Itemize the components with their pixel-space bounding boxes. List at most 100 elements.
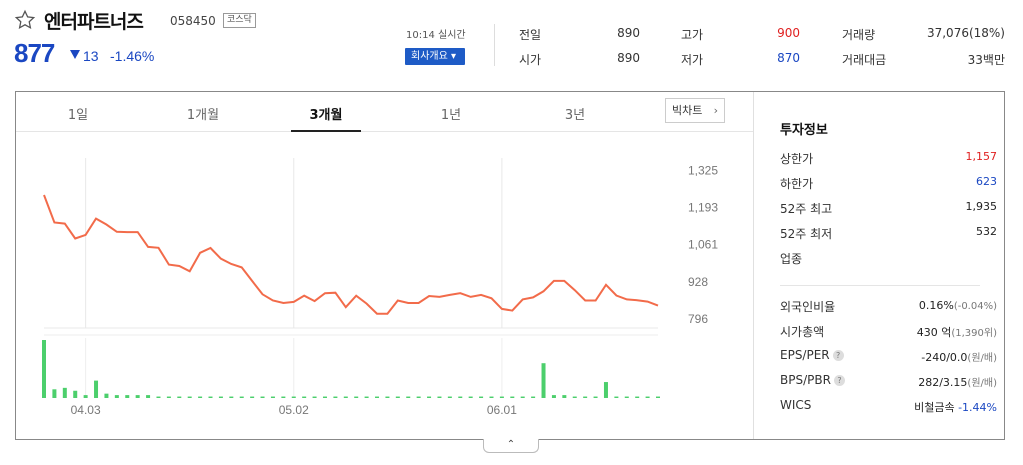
volume-bar (125, 395, 130, 398)
volume-bar (73, 390, 78, 398)
bps-pbr-unit: (원/배) (967, 378, 997, 389)
volume-bar (114, 395, 119, 398)
tab-1month[interactable]: 1개월 (186, 108, 220, 123)
open-label: 시가 (519, 53, 542, 67)
prev-close-value: 890 (617, 26, 640, 40)
market-badge: 코스닥 (223, 13, 256, 28)
volume-bar (229, 396, 234, 398)
volume-bar (406, 396, 411, 398)
volume-bar (489, 396, 494, 398)
marketcap-label: 시가총액 (780, 325, 825, 339)
marketcap: 430 억 (916, 326, 952, 339)
volume-bar (94, 380, 99, 398)
volume-bar (62, 387, 67, 398)
volume-bar (260, 396, 265, 398)
divider (780, 285, 980, 286)
lower-limit-label: 하한가 (780, 177, 814, 191)
volume-bar (83, 395, 88, 398)
volume-bar (541, 363, 546, 398)
volume-bar (624, 396, 629, 398)
volume-bar (499, 396, 504, 398)
volume-bar (395, 396, 400, 398)
low-label: 저가 (681, 53, 704, 67)
stock-code: 058450 (170, 14, 216, 28)
favorite-star-icon[interactable] (14, 9, 36, 31)
chevron-up-icon: ⌃ (506, 439, 516, 450)
y-tick-label: 1,061 (688, 238, 718, 252)
price-line (43, 194, 659, 315)
volume-bar (177, 396, 182, 398)
volume-bar (645, 396, 650, 398)
industry-label: 업종 (780, 252, 803, 266)
volume-bar (218, 396, 223, 398)
wics-industry[interactable]: 비철금속 (914, 401, 955, 414)
volume-bar (562, 395, 567, 398)
volume-bar (354, 396, 359, 398)
volume-bar (135, 395, 140, 398)
company-overview-button[interactable]: 회사개요 ▾ (405, 48, 465, 65)
high-label: 고가 (681, 28, 704, 42)
prev-close-label: 전일 (519, 28, 542, 42)
price-change-rate: -1.46% (110, 48, 155, 64)
volume-bar (281, 396, 286, 398)
eps-per-text: EPS/PER (780, 348, 830, 362)
volume-bar (447, 396, 452, 398)
tab-1year[interactable]: 1년 (440, 108, 462, 123)
volume-bar (603, 382, 608, 398)
volume-bar (104, 393, 109, 398)
current-price: 877 (14, 38, 55, 68)
volume-bar (187, 396, 192, 398)
realtime-label: 10:14 실시간 (406, 30, 466, 41)
high52-label: 52주 최고 (780, 202, 833, 216)
low-value: 870 (777, 51, 800, 65)
y-tick-label: 1,325 (688, 164, 718, 178)
low52-value: 532 (976, 225, 997, 238)
eps-per-unit: (원/배) (967, 353, 997, 364)
amount-label: 거래대금 (842, 53, 887, 67)
tab-3years[interactable]: 3년 (564, 108, 586, 123)
volume-bar (385, 396, 390, 398)
divider (494, 24, 495, 66)
stock-name: 엔터파트너즈 (44, 11, 144, 33)
help-icon[interactable]: ? (833, 375, 845, 386)
volume-bar (583, 396, 588, 398)
help-icon[interactable]: ? (832, 350, 844, 361)
volume-bar (146, 395, 151, 398)
tab-1day[interactable]: 1일 (67, 108, 89, 123)
volume-bar (52, 389, 57, 398)
volume-bar (510, 396, 515, 398)
bigchart-label: 빅차트 (672, 104, 703, 117)
volume-bar (312, 396, 317, 398)
upper-limit-value: 1,157 (965, 150, 998, 163)
volume-bar (42, 340, 46, 398)
volume-bar (520, 396, 525, 398)
marketcap-rank: (1,390위) (951, 328, 997, 339)
volume-bar (250, 396, 255, 398)
volume-bar (437, 396, 442, 398)
volume-bar (593, 396, 598, 398)
investment-title: 투자정보 (780, 123, 828, 138)
divider (753, 92, 754, 439)
bigchart-button[interactable]: 빅차트 › (665, 98, 725, 123)
open-value: 890 (617, 51, 640, 65)
high52-value: 1,935 (965, 200, 998, 213)
down-triangle-icon (70, 50, 80, 59)
collapse-button[interactable]: ⌃ (483, 439, 539, 453)
tab-3months[interactable]: 3개월 (309, 108, 343, 123)
volume-bar (427, 396, 432, 398)
amount-value: 33백만 (967, 53, 1005, 67)
active-tab-indicator (291, 130, 361, 132)
volume-bar (291, 396, 296, 398)
volume-bar (479, 396, 484, 398)
volume-bar (333, 396, 338, 398)
volume-bar (208, 396, 213, 398)
volume-bar (198, 396, 203, 398)
volume-value: 37,076(18%) (926, 26, 1005, 40)
bps-pbr-label: BPS/PBR? (780, 373, 845, 387)
volume-bar (156, 396, 161, 398)
y-tick-label: 928 (688, 275, 708, 289)
x-tick-label: 06.01 (487, 403, 517, 417)
volume-bar (270, 396, 275, 398)
chart-panel: 1일 1개월 3개월 1년 3년 빅차트 › 1,325 1,193 1,061 92… (15, 91, 1005, 440)
volume-bar (302, 396, 307, 398)
